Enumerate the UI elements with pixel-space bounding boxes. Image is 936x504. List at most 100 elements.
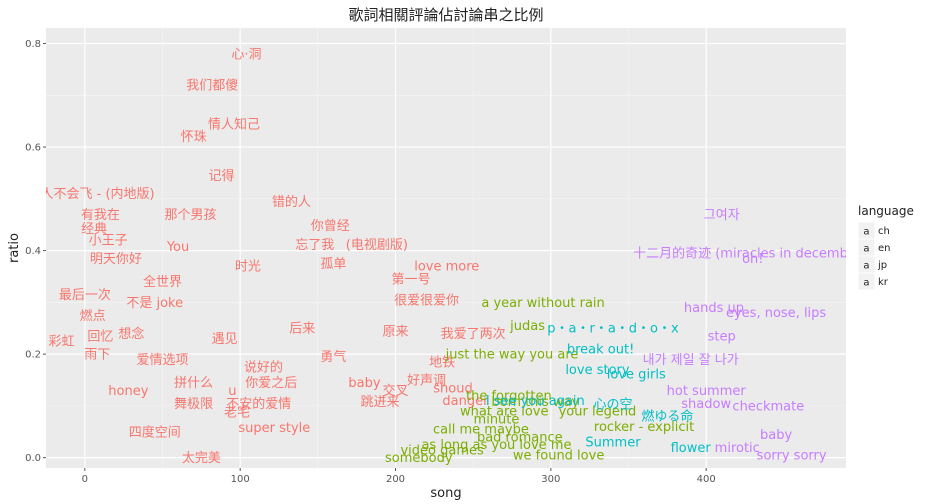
point-label: hot summer	[667, 384, 747, 399]
point-label: 说好的	[244, 360, 283, 376]
point-label: 全世界	[143, 274, 182, 290]
point-label: judas	[509, 319, 545, 334]
point-label: bad romance	[477, 430, 563, 445]
point-label: 第一号	[392, 273, 431, 288]
point-label: 我们都傻	[186, 78, 238, 93]
point-label: p・a・r・a・d・o・x	[547, 322, 679, 337]
point-label: what are love	[460, 405, 548, 420]
x-tick-label: 100	[231, 474, 250, 485]
point-label: 彩虹	[49, 335, 75, 350]
point-label: 十二月的奇迹 (miracles in december)	[633, 246, 866, 262]
point-label: 你爱之后	[245, 376, 297, 391]
point-label: honey	[108, 384, 148, 399]
point-label: 时光	[235, 260, 261, 275]
point-label: the forgotten	[466, 389, 552, 404]
point-label: 忘了我	[295, 238, 334, 253]
legend-key-symbol: a	[863, 227, 869, 238]
point-label: You	[166, 240, 189, 255]
y-axis-ticks: 0.0 0.2 0.4 0.6 0.8	[25, 39, 46, 464]
point-label: love more	[414, 260, 479, 275]
legend-item-label: jp	[877, 260, 887, 271]
point-label: 原来	[383, 324, 409, 339]
point-label: 记得	[209, 168, 235, 184]
point-label: love story	[565, 363, 630, 378]
point-label: video games	[400, 443, 484, 458]
point-label: 心·洞	[231, 47, 261, 62]
x-tick-label: 400	[697, 474, 716, 485]
point-label: 爱情选项	[136, 353, 188, 368]
x-tick-label: 200	[386, 474, 405, 485]
point-label: 燃点	[80, 308, 106, 324]
point-label: 孤单	[320, 257, 346, 272]
plot-panel	[46, 28, 846, 468]
point-label: I see you again	[486, 394, 585, 409]
point-label: 地铁	[429, 355, 455, 370]
legend-item-label: ch	[878, 226, 890, 237]
point-label: 有我在	[81, 208, 120, 223]
point-label: your legend	[559, 405, 637, 420]
chart-title: 歌詞相關評論佔討論串之比例	[348, 6, 543, 24]
y-tick-label: 0.0	[25, 453, 41, 464]
point-label: 遇见	[212, 332, 238, 347]
x-axis-ticks: 0 100 200 300 400	[82, 468, 716, 485]
point-label: somebody	[385, 451, 453, 466]
point-label: 小王子	[89, 234, 128, 249]
point-label: 经典	[81, 222, 107, 237]
point-label: born this way	[491, 395, 579, 410]
point-label: 燃ゆる命	[641, 409, 693, 425]
point-label: baby	[760, 428, 792, 443]
point-label: 太完美	[182, 451, 221, 466]
point-label: 心の空	[593, 397, 632, 412]
point-label: 回忆	[87, 329, 113, 345]
point-label: 怀珠	[181, 130, 207, 145]
point-label: Summer	[585, 436, 641, 451]
point-label: baby	[348, 376, 380, 391]
point-label: just the way you are	[445, 348, 579, 363]
legend-item-label: kr	[878, 277, 889, 288]
point-label: mirotic	[715, 441, 760, 456]
grid-lines	[46, 28, 846, 468]
point-label: call me maybe	[433, 423, 529, 438]
point-label: 不安的爱情	[226, 396, 291, 412]
y-tick-label: 0.4	[25, 246, 41, 257]
point-label: 舞极限	[174, 397, 213, 412]
point-label: break out!	[567, 342, 634, 357]
y-axis-label: ratio	[7, 233, 22, 263]
point-label: 勇气	[320, 349, 346, 365]
point-label: rocker - explicit	[594, 420, 694, 435]
point-label: as long as you love me	[421, 438, 571, 453]
point-label: flower	[671, 441, 712, 456]
point-label: 그여자	[704, 208, 740, 223]
point-label: 超人不会飞 - (内地版)	[27, 186, 154, 202]
point-label: 最后一次	[59, 287, 111, 303]
point-label: oh!	[742, 252, 763, 267]
point-label: 情人知己	[208, 116, 260, 132]
point-label: 不是 joke	[126, 296, 183, 311]
point-label: super style	[238, 421, 310, 436]
point-label: 四度空间	[129, 424, 181, 440]
y-tick-label: 0.2	[25, 350, 41, 361]
point-label: 내가 제일 잘 나가	[643, 353, 739, 368]
point-label: sorry sorry	[757, 449, 827, 464]
point-label: 错的人	[272, 194, 311, 210]
point-label: 跳进来	[360, 395, 399, 410]
legend-key-symbol: a	[863, 278, 869, 289]
point-label: step	[708, 330, 736, 345]
legend-title: language	[858, 204, 914, 218]
y-tick-label: 0.6	[25, 143, 41, 154]
point-label: 拼什么	[174, 376, 213, 391]
point-label: shadow	[681, 397, 731, 412]
x-tick-label: 0	[82, 474, 88, 485]
point-label: (电视剧版)	[346, 238, 408, 253]
x-tick-label: 300	[541, 474, 560, 485]
point-label: 明天你好	[90, 252, 142, 267]
point-label: 想念	[118, 326, 144, 342]
point-label: 雨下	[84, 348, 110, 363]
point-label: 交叉	[383, 383, 409, 399]
point-label: danger	[442, 394, 489, 409]
point-label: 后来	[289, 322, 315, 337]
legend-key-symbol: a	[863, 261, 869, 272]
point-label: 我爱了两次	[441, 326, 506, 342]
